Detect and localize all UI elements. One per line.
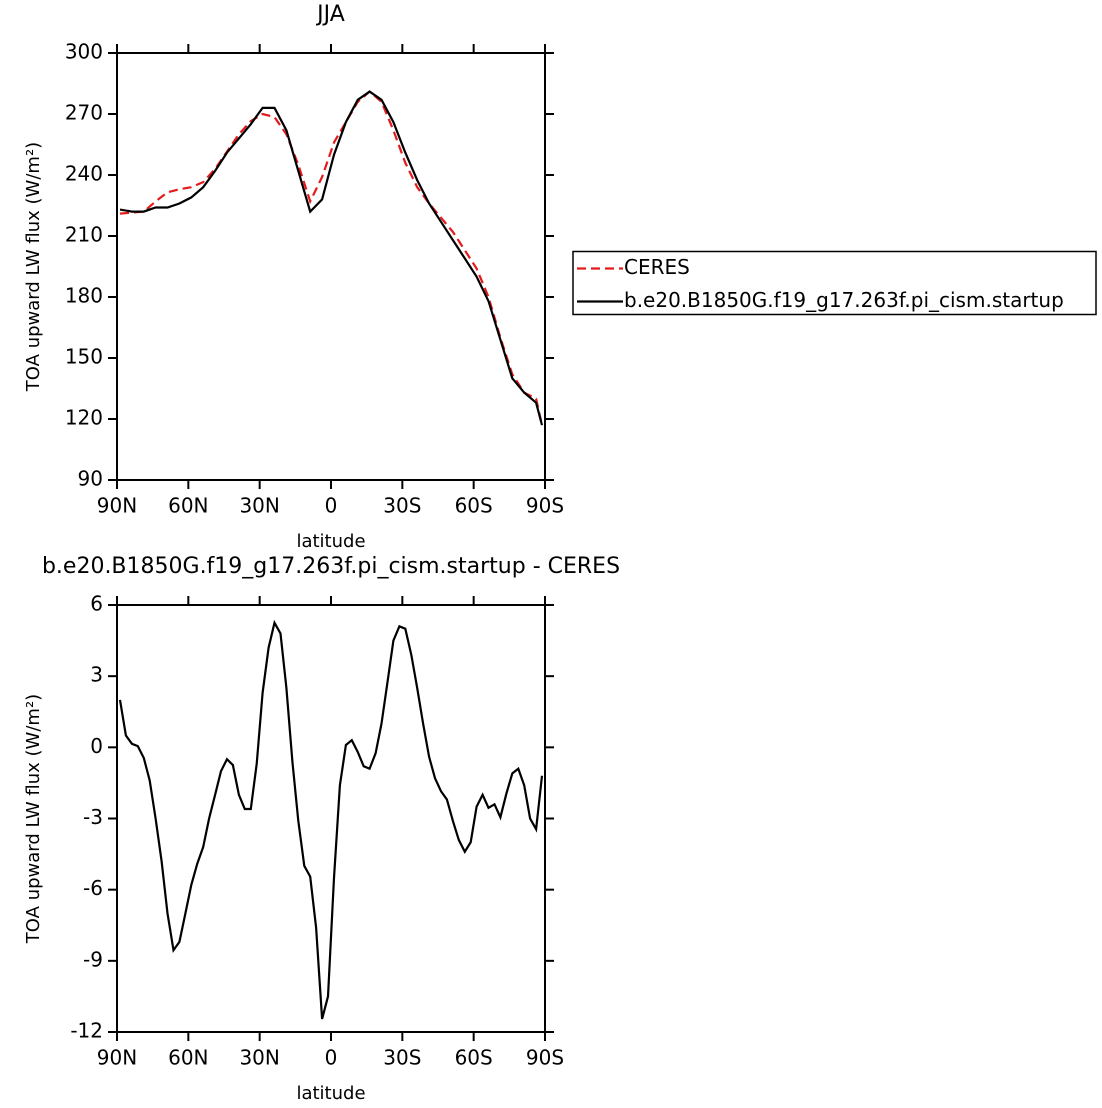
y-tick-label: 6 — [90, 592, 103, 616]
x-tick-label: 30N — [239, 1046, 279, 1070]
chart-title: JJA — [315, 2, 345, 27]
y-tick-label: 210 — [65, 223, 103, 247]
y-tick-label: 90 — [78, 467, 103, 491]
y-tick-label: 150 — [65, 345, 103, 369]
y-tick-label: 180 — [65, 284, 103, 308]
y-tick-label: 240 — [65, 162, 103, 186]
x-tick-label: 90S — [526, 494, 564, 518]
data-line — [118, 619, 544, 1020]
x-tick-label: 90N — [97, 1046, 137, 1070]
legend-label: CERES — [624, 255, 690, 279]
y-tick-label: 0 — [90, 734, 103, 758]
x-tick-label: 90S — [526, 1046, 564, 1070]
x-tick-label: 0 — [325, 494, 338, 518]
x-tick-label: 60N — [168, 1046, 208, 1070]
y-tick-label: 270 — [65, 101, 103, 125]
legend-box — [572, 250, 1097, 316]
legend-label: b.e20.B1850G.f19_g17.263f.pi_cism.startu… — [624, 288, 1064, 312]
x-axis-label: latitude — [296, 531, 365, 552]
y-tick-label: -6 — [83, 876, 103, 900]
data-line — [119, 90, 544, 426]
y-tick-label: 300 — [65, 40, 103, 64]
x-tick-label: 30S — [383, 1046, 421, 1070]
y-tick-label: 3 — [90, 663, 103, 687]
plot-frame — [116, 604, 546, 1033]
y-tick-label: -3 — [83, 805, 103, 829]
x-tick-label: 60S — [455, 494, 493, 518]
x-tick-label: 60N — [168, 494, 208, 518]
y-tick-label: -12 — [70, 1019, 103, 1043]
x-tick-label: 90N — [97, 494, 137, 518]
plot-frame — [116, 52, 546, 481]
y-axis-label: TOA upward LW flux (W/m²) — [23, 694, 44, 944]
x-tick-label: 0 — [325, 1046, 338, 1070]
data-line — [119, 90, 544, 426]
x-tick-label: 30S — [383, 494, 421, 518]
y-axis-label: TOA upward LW flux (W/m²) — [23, 142, 44, 392]
y-tick-label: -9 — [83, 947, 103, 971]
chart-title: b.e20.B1850G.f19_g17.263f.pi_cism.startu… — [42, 554, 620, 579]
x-axis-label: latitude — [296, 1083, 365, 1104]
y-tick-label: 120 — [65, 406, 103, 430]
x-tick-label: 30N — [239, 494, 279, 518]
x-tick-label: 60S — [455, 1046, 493, 1070]
